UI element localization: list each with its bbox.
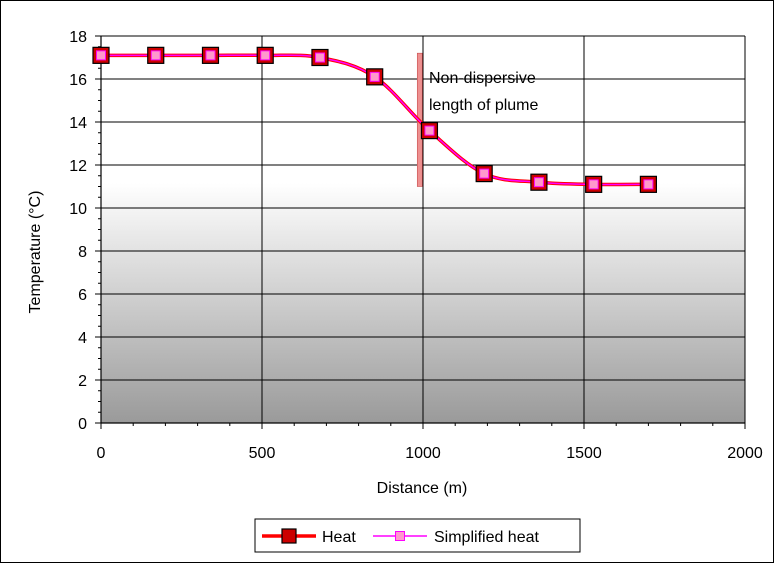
x-tick-label: 0 <box>97 445 106 462</box>
simplified-heat-point <box>643 179 654 190</box>
simplified-heat-point <box>314 52 325 63</box>
simplified-heat-point <box>150 50 161 61</box>
simplified-heat-point <box>369 71 380 82</box>
simplified-heat-point <box>479 168 490 179</box>
x-tick-label: 1000 <box>405 445 441 462</box>
annotation-label: Non-dispersive <box>429 70 536 87</box>
y-tick-label: 18 <box>69 29 87 46</box>
y-tick-label: 4 <box>78 330 87 347</box>
legend-simplified-heat-label: Simplified heat <box>434 529 540 546</box>
y-tick-label: 6 <box>78 287 87 304</box>
simplified-heat-point <box>533 177 544 188</box>
x-tick-label: 2000 <box>727 445 763 462</box>
y-tick-label: 8 <box>78 244 87 261</box>
y-tick-label: 2 <box>78 373 87 390</box>
x-tick-label: 500 <box>249 445 276 462</box>
simplified-heat-point <box>260 50 271 61</box>
legend-simplified-heat-marker <box>395 531 405 541</box>
simplified-heat-point <box>205 50 216 61</box>
y-tick-label: 16 <box>69 72 87 89</box>
y-tick-label: 12 <box>69 158 87 175</box>
simplified-heat-point <box>588 179 599 190</box>
x-tick-label: 1500 <box>566 445 602 462</box>
simplified-heat-point <box>96 50 106 61</box>
legend: Heat Simplified heat <box>254 518 581 553</box>
simplified-heat-point <box>424 125 435 136</box>
plot-layer: 0 2 4 6 8 10 12 14 16 18 0 500 1000 1500 2000 Non-dispe… <box>69 29 763 462</box>
y-tick-label: 10 <box>69 201 87 218</box>
x-axis-title: Distance (m) <box>377 480 468 497</box>
annotation-label: length of plume <box>429 97 539 114</box>
y-tick-label: 0 <box>78 416 87 433</box>
y-tick-label: 14 <box>69 115 87 132</box>
legend-heat-label: Heat <box>322 529 356 546</box>
y-axis-title: Temperature (°C) <box>27 191 44 314</box>
legend-heat-marker <box>281 528 297 544</box>
